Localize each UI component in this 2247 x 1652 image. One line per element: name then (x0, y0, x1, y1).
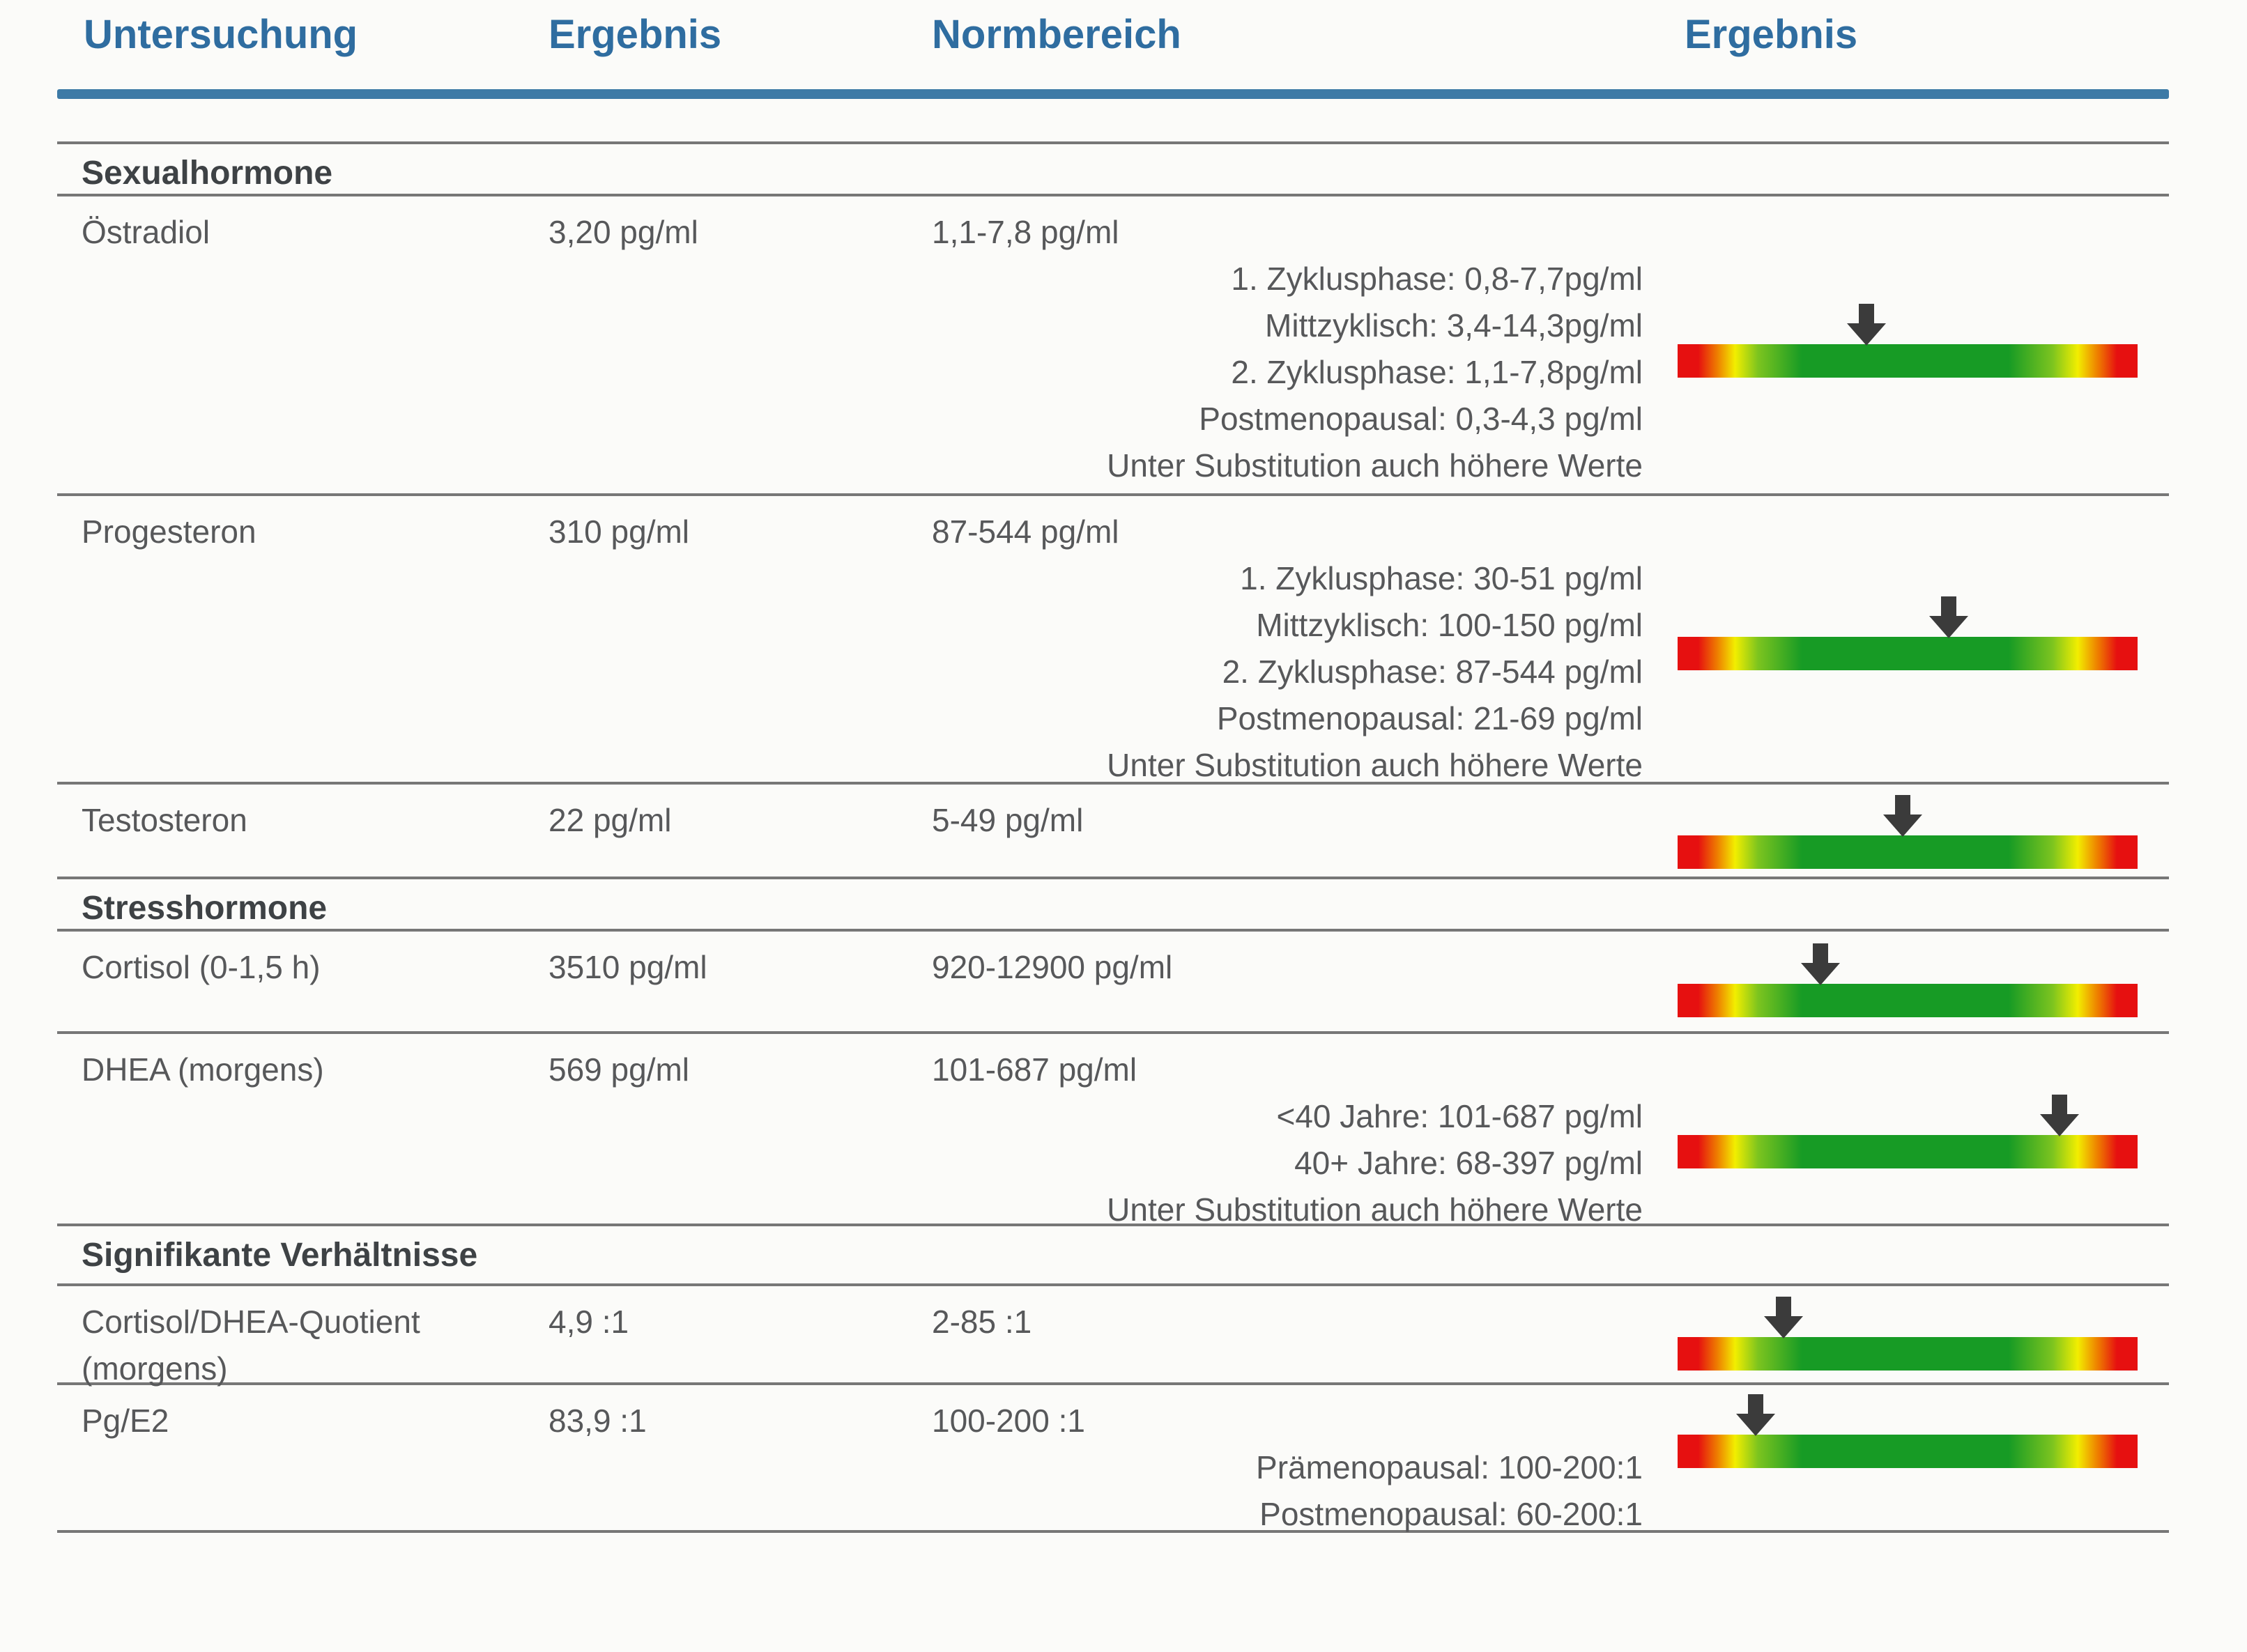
gradient-bar (1678, 1135, 2138, 1168)
norm-detail: Unter Substitution auch höhere Werte (1107, 747, 1643, 783)
norm-range: 1,1-7,8 pg/ml (932, 214, 1119, 250)
norm-detail: Postmenopausal: 0,3-4,3 pg/ml (1199, 401, 1643, 437)
gradient-bar (1678, 637, 2138, 670)
column-header-ergebnis-scale: Ergebnis (1685, 12, 1858, 57)
norm-cell: 87-544 pg/ml 1. Zyklusphase: 30-51 pg/ml… (932, 509, 1643, 789)
norm-detail: Postmenopausal: 60-200:1 (1259, 1496, 1643, 1532)
norm-cell: 101-687 pg/ml <40 Jahre: 101-687 pg/ml 4… (932, 1047, 1643, 1233)
result-value: 3,20 pg/ml (549, 214, 698, 250)
norm-cell: 100-200 :1 Prämenopausal: 100-200:1 Post… (932, 1398, 1643, 1538)
result-value: 4,9 :1 (549, 1304, 629, 1340)
norm-cell: 5-49 pg/ml (932, 797, 1643, 844)
section-title: Signifikante Verhältnisse (82, 1237, 478, 1274)
norm-detail: 40+ Jahre: 68-397 pg/ml (1294, 1145, 1643, 1181)
section-header-sexualhormone: Sexualhormone (57, 144, 2169, 196)
result-value: 569 pg/ml (549, 1051, 690, 1088)
result-value: 83,9 :1 (549, 1403, 647, 1439)
result-value: 310 pg/ml (549, 514, 690, 550)
norm-detail: Mittzyklisch: 100-150 pg/ml (1256, 607, 1643, 643)
lab-report-table: Untersuchung Ergebnis Normbereich Ergebn… (57, 0, 2169, 1533)
header-rule (57, 89, 2169, 99)
result-marker-arrow-icon (1763, 1297, 1803, 1338)
gradient-bar (1678, 344, 2138, 378)
result-scale (1678, 943, 2138, 1017)
table-row-dhea: DHEA (morgens) 569 pg/ml 101-687 pg/ml <… (57, 1034, 2169, 1228)
norm-cell: 1,1-7,8 pg/ml 1. Zyklusphase: 0,8-7,7pg/… (932, 209, 1643, 489)
result-marker-arrow-icon (1929, 596, 1969, 638)
result-marker-arrow-icon (1883, 795, 1923, 837)
table-row-progesteron: Progesteron 310 pg/ml 87-544 pg/ml 1. Zy… (57, 496, 2169, 785)
analyte-name: Testosteron (82, 802, 247, 838)
result-marker-arrow-icon (1736, 1394, 1776, 1436)
norm-detail: 2. Zyklusphase: 1,1-7,8pg/ml (1231, 354, 1643, 390)
section-title: Sexualhormone (82, 155, 333, 192)
table-row-oestradiol: Östradiol 3,20 pg/ml 1,1-7,8 pg/ml 1. Zy… (57, 196, 2169, 496)
analyte-name: Östradiol (82, 214, 210, 250)
section-header-stresshormone: Stresshormone (57, 879, 2169, 932)
norm-range: 2-85 :1 (932, 1304, 1032, 1340)
result-scale (1678, 1297, 2138, 1371)
result-scale (1678, 1394, 2138, 1468)
header-gap (57, 99, 2169, 144)
norm-detail: <40 Jahre: 101-687 pg/ml (1276, 1098, 1643, 1134)
norm-detail: Unter Substitution auch höhere Werte (1107, 1191, 1643, 1228)
table-row-pg-e2: Pg/E2 83,9 :1 100-200 :1 Prämenopausal: … (57, 1385, 2169, 1533)
analyte-name-line2: (morgens) (82, 1350, 228, 1387)
gradient-bar (1678, 984, 2138, 1017)
section-title: Stresshormone (82, 890, 328, 927)
norm-detail: Postmenopausal: 21-69 pg/ml (1216, 700, 1643, 736)
result-marker-arrow-icon (1846, 304, 1886, 346)
column-header-untersuchung: Untersuchung (84, 12, 358, 57)
norm-range: 100-200 :1 (932, 1403, 1085, 1439)
gradient-bar (1678, 1435, 2138, 1468)
norm-range: 920-12900 pg/ml (932, 949, 1173, 985)
norm-range: 101-687 pg/ml (932, 1051, 1137, 1088)
table-row-testosteron: Testosteron 22 pg/ml 5-49 pg/ml (57, 785, 2169, 879)
section-header-verhaeltnisse: Signifikante Verhältnisse (57, 1226, 2169, 1286)
norm-detail: 1. Zyklusphase: 30-51 pg/ml (1240, 560, 1643, 596)
norm-detail: 1. Zyklusphase: 0,8-7,7pg/ml (1231, 261, 1643, 297)
column-header-normbereich: Normbereich (932, 12, 1181, 57)
result-marker-arrow-icon (1800, 943, 1840, 985)
gradient-bar (1678, 835, 2138, 869)
norm-cell: 920-12900 pg/ml (932, 944, 1643, 991)
norm-cell: 2-85 :1 (932, 1299, 1643, 1345)
result-marker-arrow-icon (2039, 1095, 2079, 1136)
gradient-bar (1678, 1337, 2138, 1371)
analyte-name: Cortisol (0-1,5 h) (82, 949, 321, 985)
result-scale (1678, 1095, 2138, 1168)
norm-detail: Mittzyklisch: 3,4-14,3pg/ml (1265, 307, 1643, 343)
table-header: Untersuchung Ergebnis Normbereich Ergebn… (57, 0, 2169, 99)
result-scale (1678, 304, 2138, 378)
analyte-name: Cortisol/DHEA-Quotient (morgens) (82, 1299, 420, 1392)
norm-detail: Unter Substitution auch höhere Werte (1107, 447, 1643, 484)
result-value: 3510 pg/ml (549, 949, 707, 985)
analyte-name: DHEA (morgens) (82, 1051, 324, 1088)
norm-detail: Prämenopausal: 100-200:1 (1256, 1449, 1643, 1485)
result-scale (1678, 795, 2138, 869)
analyte-name: Progesteron (82, 514, 256, 550)
norm-detail: 2. Zyklusphase: 87-544 pg/ml (1222, 654, 1643, 690)
analyte-name: Pg/E2 (82, 1403, 169, 1439)
norm-range: 87-544 pg/ml (932, 514, 1119, 550)
result-value: 22 pg/ml (549, 802, 672, 838)
analyte-name-line1: Cortisol/DHEA-Quotient (82, 1304, 420, 1340)
result-scale (1678, 596, 2138, 670)
table-row-cortisol-dhea-quotient: Cortisol/DHEA-Quotient (morgens) 4,9 :1 … (57, 1286, 2169, 1387)
column-header-ergebnis: Ergebnis (549, 12, 722, 57)
table-row-cortisol: Cortisol (0-1,5 h) 3510 pg/ml 920-12900 … (57, 932, 2169, 1034)
norm-range: 5-49 pg/ml (932, 802, 1084, 838)
